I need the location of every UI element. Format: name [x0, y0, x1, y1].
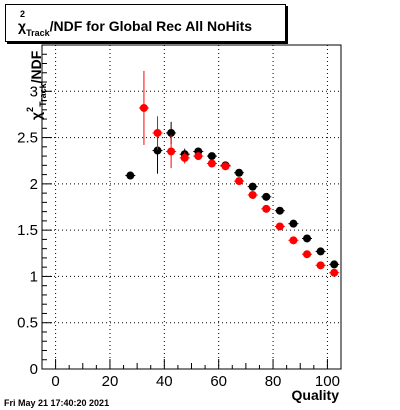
data-point — [235, 168, 244, 177]
y-tick-label: 2 — [30, 176, 38, 193]
title-sup: 2 — [20, 9, 26, 19]
title-rest: /NDF for Global Rec All NoHits — [49, 18, 253, 34]
axes: 0 20 40 60 80 100 0 0.5 1 1.5 2 2.5 3 — [17, 44, 342, 390]
title-sub: Track — [26, 28, 50, 38]
data-point — [248, 190, 257, 199]
y-tick-label: 0.5 — [17, 315, 38, 332]
data-point — [275, 222, 284, 231]
data-point — [330, 268, 339, 277]
data-point — [262, 204, 271, 213]
x-tick-label: 100 — [315, 373, 340, 390]
data-point — [221, 162, 230, 171]
ylabel-sup: 2 — [25, 106, 35, 112]
data-point — [167, 128, 176, 137]
title-chi: χ — [18, 18, 27, 34]
y-tick-label: 3 — [30, 83, 38, 100]
data-point — [126, 171, 135, 180]
y-tick-label: 0 — [30, 361, 38, 378]
data-point — [180, 153, 189, 162]
chart-title-box: χ 2 Track/NDF for Global Rec All NoHits — [5, 4, 286, 42]
chart-title: χ 2 Track/NDF for Global Rec All NoHits — [18, 9, 253, 38]
data-point — [289, 219, 298, 228]
x-tick-label: 80 — [265, 373, 282, 390]
data-point — [289, 236, 298, 245]
plot-frame — [41, 44, 342, 370]
data-point — [194, 152, 203, 161]
y-tick-label: 1 — [30, 268, 38, 285]
data-point — [207, 159, 216, 168]
timestamp: Fri May 21 17:40:20 2021 — [4, 398, 110, 408]
data-point — [316, 247, 325, 256]
series — [125, 70, 340, 277]
x-tick-label: 0 — [51, 373, 59, 390]
x-tick-label: 40 — [156, 373, 173, 390]
data-point — [303, 234, 312, 243]
x-tick-label: 20 — [102, 373, 119, 390]
data-point — [248, 182, 257, 191]
data-point — [139, 103, 148, 112]
y-axis-label: χ2Track/NDF — [25, 50, 48, 120]
data-point — [262, 192, 271, 201]
data-point — [316, 261, 325, 270]
data-point — [207, 152, 216, 161]
x-axis-label: Quality — [291, 387, 339, 403]
data-point — [330, 260, 339, 269]
data-point — [153, 146, 162, 155]
data-point — [275, 206, 284, 215]
data-point — [167, 147, 176, 156]
data-point — [303, 250, 312, 259]
ylabel-rest: /NDF — [28, 50, 44, 84]
ylabel-sub: Track — [38, 83, 48, 107]
data-point — [235, 177, 244, 186]
y-tick-label: 2.5 — [17, 130, 38, 147]
ylabel-chi: χ — [28, 111, 44, 120]
x-tick-label: 60 — [210, 373, 227, 390]
data-point — [153, 128, 162, 137]
y-tick-label: 1.5 — [17, 222, 38, 239]
